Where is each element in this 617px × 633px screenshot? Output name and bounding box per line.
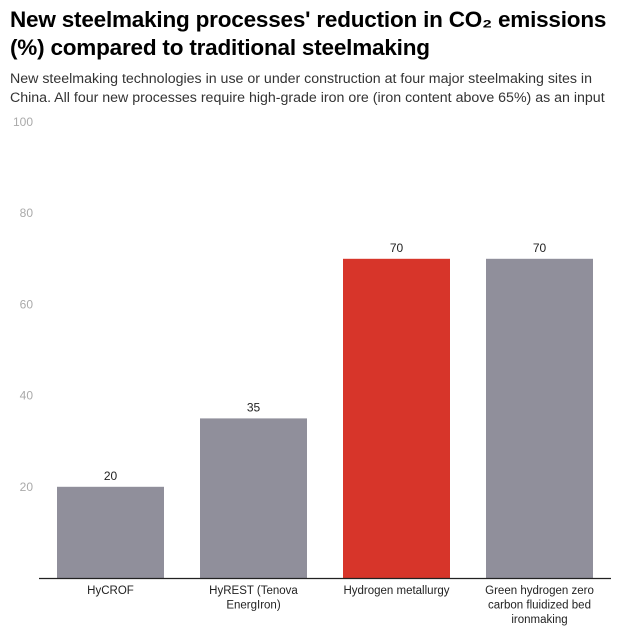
bar-value-label: 20 bbox=[104, 469, 118, 483]
x-tick-label-line: carbon fluidized bed bbox=[488, 600, 591, 612]
y-tick-label: 100 bbox=[13, 115, 33, 129]
y-tick-label: 60 bbox=[20, 297, 34, 311]
bar bbox=[343, 258, 450, 578]
y-tick-label: 40 bbox=[20, 389, 34, 403]
x-tick-label-line: Green hydrogen zero bbox=[485, 585, 594, 597]
chart-subtitle: New steelmaking technologies in use or u… bbox=[10, 71, 605, 106]
bar bbox=[200, 418, 307, 578]
x-tick-label-line: EnergIron) bbox=[226, 600, 281, 612]
x-tick-label-line: ironmaking bbox=[511, 614, 567, 626]
bar-value-label: 35 bbox=[247, 400, 261, 414]
y-tick-label: 80 bbox=[20, 206, 34, 220]
chart-title: New steelmaking processes' reduction in … bbox=[10, 7, 607, 60]
x-tick-label: Green hydrogen zero carbon fluidized bed i… bbox=[485, 585, 594, 626]
y-tick-label: 20 bbox=[20, 480, 34, 494]
x-tick-label-line: Hydrogen metallurgy bbox=[343, 585, 449, 597]
value-labels: 20 35 70 70 bbox=[104, 241, 547, 483]
y-axis-ticks: 20 40 60 80 100 bbox=[13, 115, 33, 494]
x-tick-label: Hydrogen metallurgy bbox=[343, 585, 449, 597]
x-axis-labels: HyCROF HyREST (Tenova EnergIron) Hydrogen m… bbox=[87, 585, 594, 626]
bar bbox=[486, 258, 593, 578]
x-tick-label: HyCROF bbox=[87, 585, 134, 597]
x-tick-label: HyREST (Tenova EnergIron) bbox=[209, 585, 298, 612]
x-tick-label-line: HyREST (Tenova bbox=[209, 585, 298, 597]
bar-value-label: 70 bbox=[533, 241, 547, 255]
bar bbox=[57, 486, 164, 578]
bar-value-label: 70 bbox=[390, 241, 404, 255]
x-tick-label-line: HyCROF bbox=[87, 585, 134, 597]
bars bbox=[57, 258, 593, 578]
